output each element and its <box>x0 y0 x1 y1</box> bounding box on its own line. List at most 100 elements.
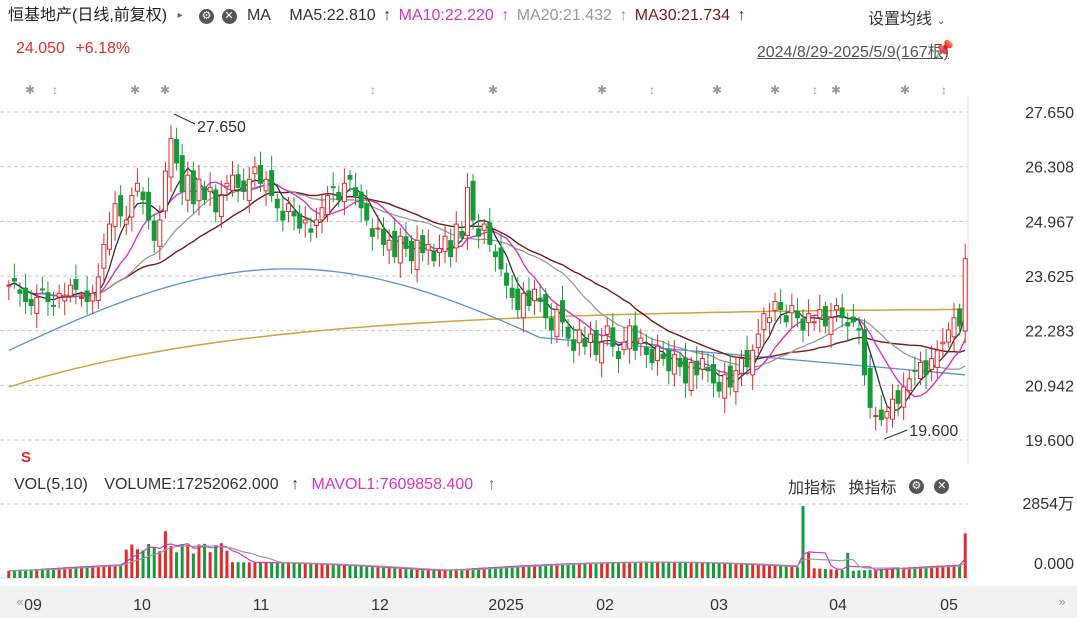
ma5-arrow-icon: ↑ <box>383 7 392 24</box>
volume-bar <box>130 544 134 578</box>
volume-bar <box>840 570 844 578</box>
ma5-line <box>8 166 966 412</box>
time-tick: 05 <box>940 597 958 614</box>
ma10-line <box>8 181 966 398</box>
volume-bar <box>303 563 307 578</box>
candle-body <box>945 329 951 343</box>
candle-body <box>738 358 744 374</box>
stock-name[interactable]: 恒基地产 <box>8 7 73 24</box>
candle-body <box>688 362 694 391</box>
chevron-down-icon: ⌄ <box>936 15 946 27</box>
volume-bar <box>684 562 688 578</box>
volume-bar <box>169 546 173 578</box>
volume-bar <box>18 570 22 578</box>
close-icon[interactable]: ✕ <box>221 8 237 24</box>
volume-bar <box>387 568 391 578</box>
candle-body <box>722 374 728 399</box>
volume-bar <box>57 567 61 578</box>
candle-body <box>257 164 263 184</box>
volume-bar <box>275 562 279 578</box>
volume-bar <box>890 568 894 578</box>
volume-bar <box>639 562 643 578</box>
candle-body <box>470 180 476 221</box>
candle-body <box>951 317 957 338</box>
candle-body <box>671 353 677 375</box>
time-axis: 09 10 11 12 2025 02 03 04 05 « » <box>0 586 1077 618</box>
candle-body <box>313 219 319 227</box>
volume-bar <box>186 544 190 578</box>
scroll-left-icon: « <box>16 594 23 609</box>
pin-icon[interactable]: 📌 <box>934 41 954 58</box>
candle-body <box>638 337 644 345</box>
volume-bar <box>135 549 139 578</box>
volume-bar <box>208 552 212 578</box>
volume-bar <box>885 568 889 578</box>
candle-body <box>190 170 196 205</box>
gear-icon[interactable]: ⚙ <box>199 8 215 24</box>
volume-bar <box>823 568 827 578</box>
volume-bar <box>415 569 419 578</box>
candle-body <box>34 296 40 314</box>
candle-body <box>683 357 689 384</box>
date-range[interactable]: 2024/8/29-2025/5/9(167根) <box>756 44 949 61</box>
volume-bar <box>158 551 162 578</box>
indicator-controls: 加指标 换指标 ⚙ ✕ <box>788 474 950 498</box>
close-icon[interactable]: ✕ <box>934 478 950 494</box>
volume-bar <box>175 552 179 578</box>
volume-header: VOL(5,10) VOLUME:17252062.000 ↑ MAVOL1:7… <box>14 474 496 496</box>
candle-body <box>207 186 213 193</box>
dropdown-arrow-icon[interactable]: ▸ <box>177 10 183 21</box>
volume-bar <box>163 531 167 578</box>
ma30-arrow-icon: ↑ <box>737 7 746 24</box>
ma20-arrow-icon: ↑ <box>619 7 628 24</box>
volume-bar <box>695 562 699 578</box>
ma250-line <box>8 308 966 388</box>
candle-body <box>599 341 605 364</box>
volume-bar <box>678 562 682 578</box>
volume-bar <box>437 570 441 578</box>
volume-bar <box>264 562 268 578</box>
candle-body <box>934 349 940 368</box>
volume-bar <box>309 564 313 578</box>
gear-icon[interactable]: ⚙ <box>908 478 924 494</box>
candle-body <box>923 360 929 376</box>
volume-bar <box>292 563 296 578</box>
quote-line: 24.050 +6.18% <box>16 38 130 60</box>
chart-mode[interactable]: (日线,前复权) <box>72 7 168 24</box>
volume-bar <box>74 566 78 578</box>
candle-body <box>341 182 347 203</box>
volume-bar <box>896 567 900 578</box>
candles <box>6 125 968 434</box>
candle-body <box>957 308 963 327</box>
candle-body <box>134 182 140 192</box>
candle-body <box>285 203 291 213</box>
volume-bar <box>314 564 318 578</box>
candle-body <box>800 318 806 331</box>
candle-body <box>498 247 504 270</box>
volume-bar <box>348 565 352 578</box>
candle-body <box>862 329 868 376</box>
ma-settings-button[interactable]: 设置均线 ⌄ <box>868 5 946 29</box>
candle-body <box>655 345 661 361</box>
candle-body <box>811 321 817 324</box>
high-pointer <box>173 113 196 125</box>
volume-bar <box>180 543 184 578</box>
volume-bar <box>605 562 609 578</box>
volume-bar <box>583 562 587 578</box>
candle-body <box>705 366 711 372</box>
volume-bar <box>270 562 274 578</box>
candle-body <box>766 317 772 323</box>
ma20-label: MA20:21.432 <box>516 7 612 24</box>
mavol2-line <box>8 545 966 572</box>
candle-body <box>442 235 448 252</box>
add-indicator-button[interactable]: 加指标 <box>788 480 837 497</box>
volume-bar <box>354 566 358 578</box>
candle-body <box>560 300 566 323</box>
switch-indicator-button[interactable]: 换指标 <box>848 480 897 497</box>
volume-bar <box>835 569 839 578</box>
candle-body <box>699 358 705 370</box>
volume-bar <box>85 566 89 578</box>
candle-body <box>23 287 29 302</box>
volume-bar <box>382 567 386 578</box>
